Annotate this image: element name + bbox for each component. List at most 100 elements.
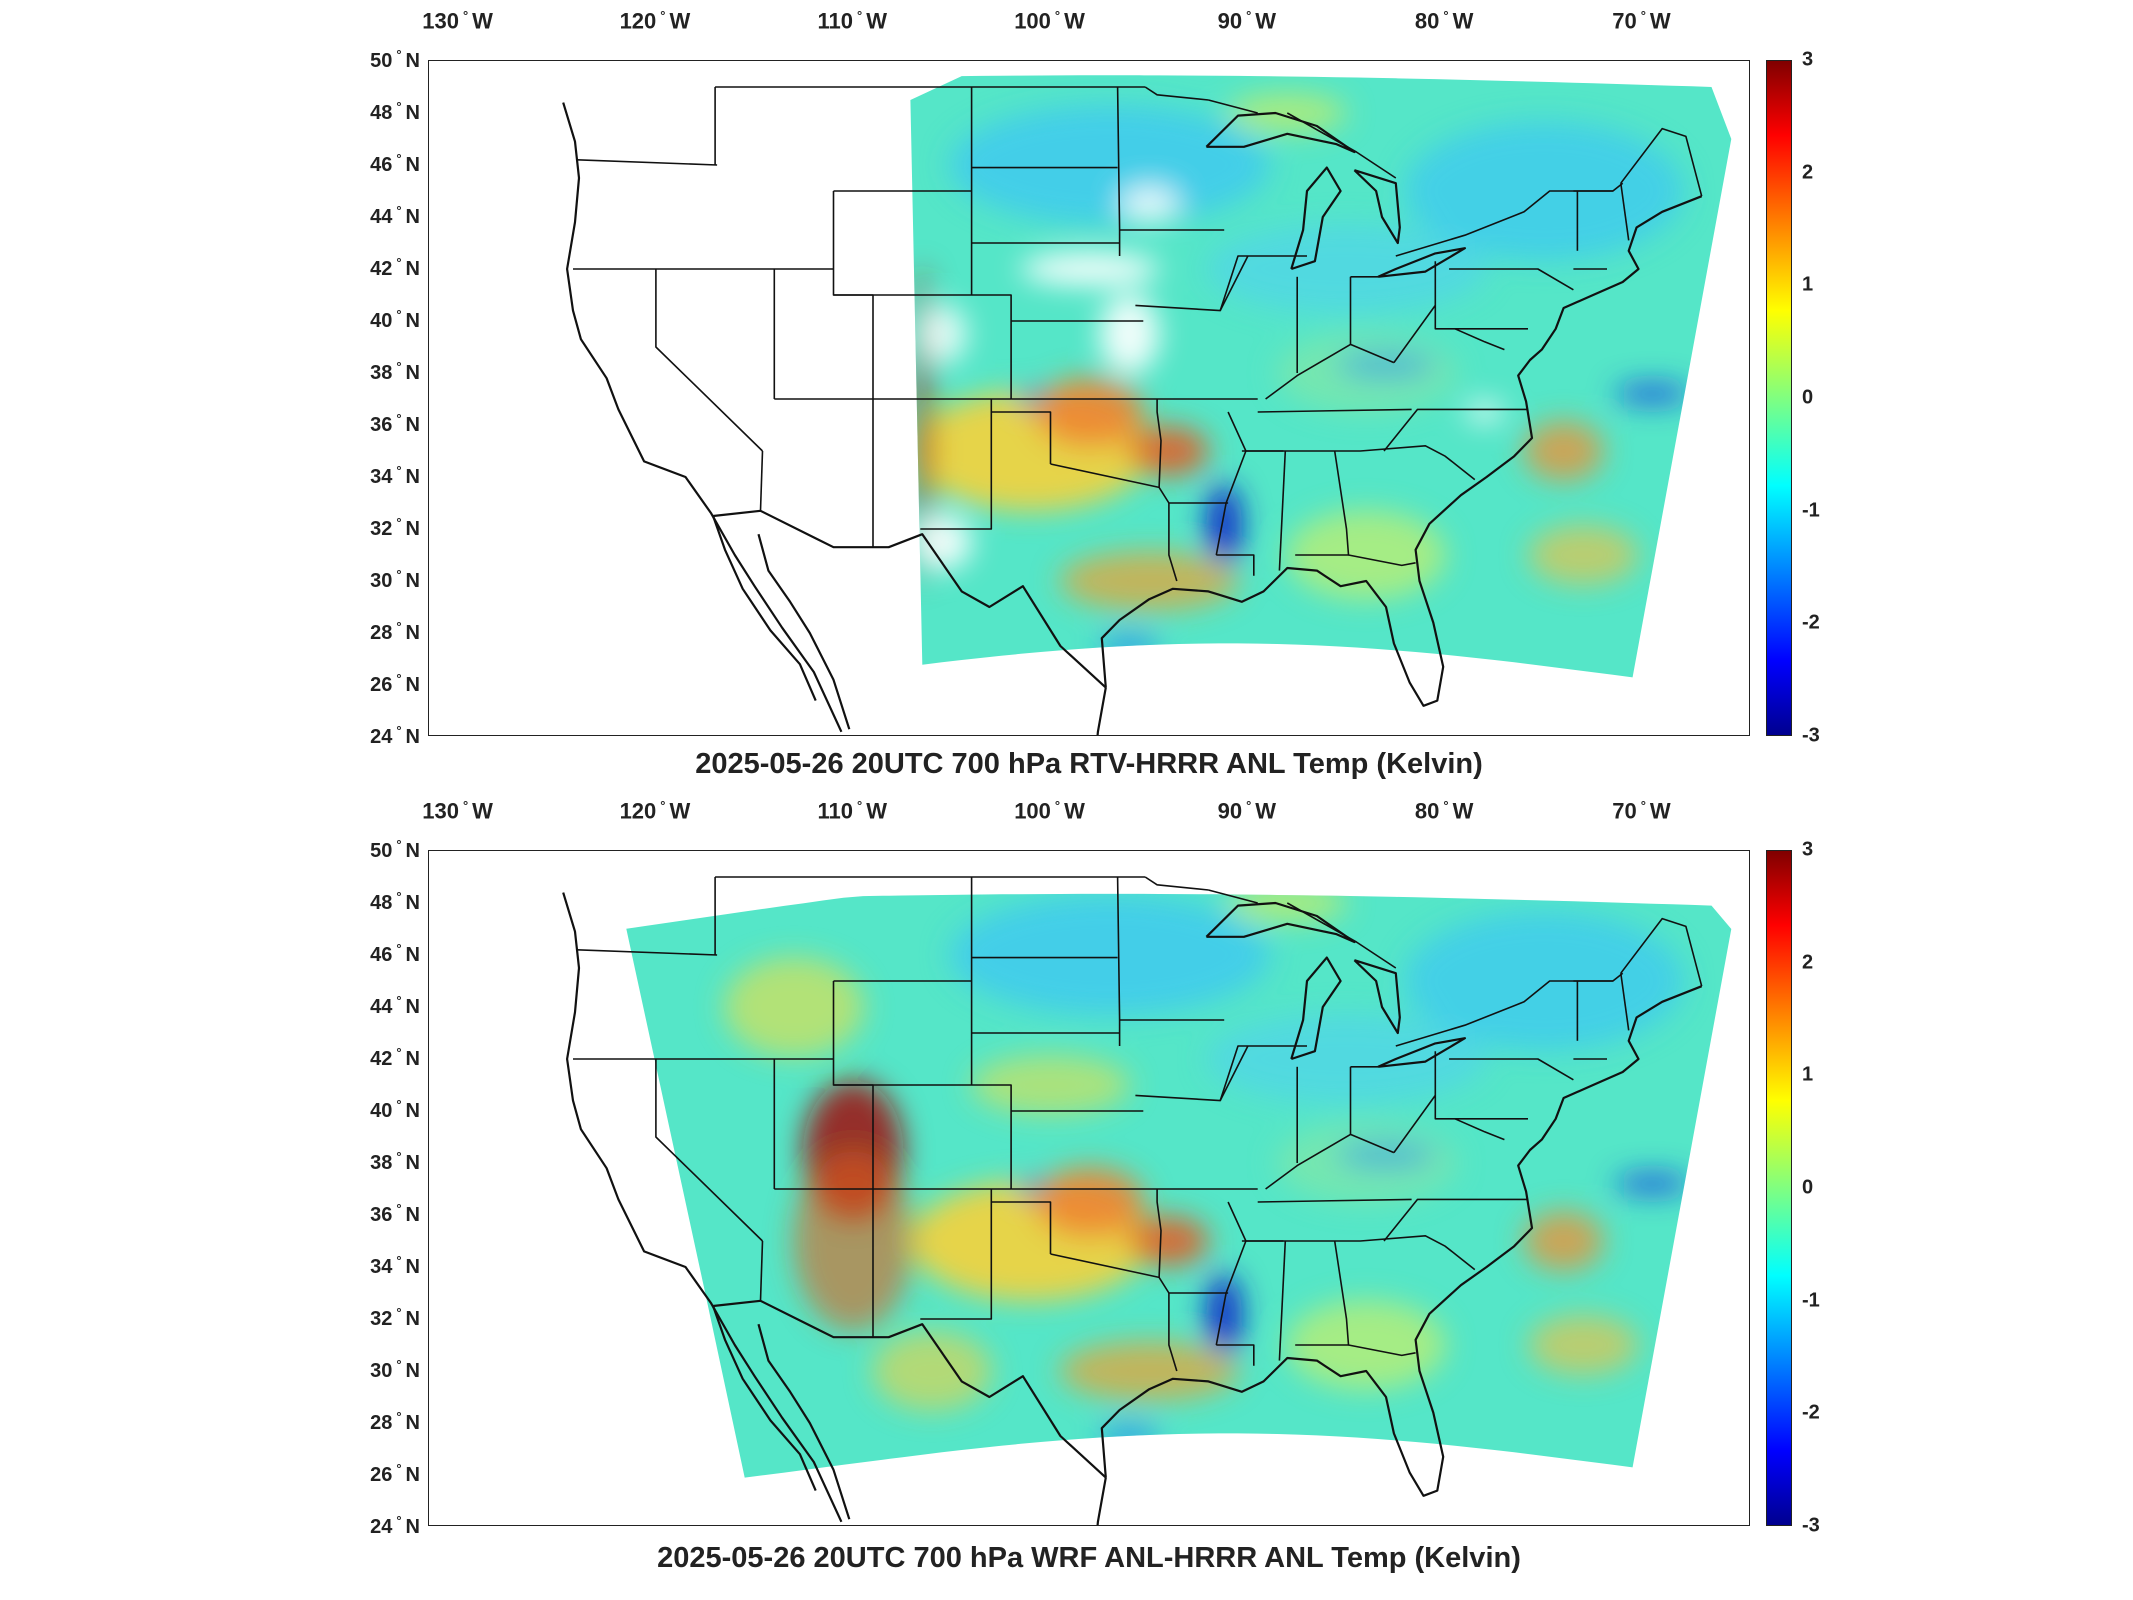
map-canvas: [562, 876, 1732, 1525]
colorbar-tick: 1: [1802, 273, 1814, 296]
map-canvas: [562, 75, 1732, 735]
latitude-tick: 42 ° N: [370, 1045, 420, 1070]
latitude-tick: 28 ° N: [370, 619, 420, 644]
longitude-tick: 100 ° W: [1014, 8, 1085, 34]
anomaly-blob: [1403, 911, 1684, 1051]
longitude-tick: 110 ° W: [817, 8, 887, 34]
longitude-tick: 130 ° W: [422, 798, 493, 824]
colorbar-tick: -2: [1802, 611, 1820, 634]
longitude-tick: 120 ° W: [619, 8, 691, 34]
colorbar-tick: 3: [1802, 48, 1814, 71]
latitude-tick: 24 ° N: [370, 723, 420, 748]
latitude-tick: 36 ° N: [370, 1201, 420, 1226]
anomaly-blob: [1128, 1216, 1209, 1266]
longitude-tick: 120 ° W: [619, 798, 691, 824]
anomaly-blob: [1614, 1173, 1691, 1194]
longitude-tick: 100 ° W: [1014, 798, 1085, 824]
longitude-tick: 90 ° W: [1217, 8, 1277, 34]
latitude-tick: 26 ° N: [370, 1461, 420, 1486]
latitude-tick: 50 ° N: [370, 837, 420, 862]
anomaly-blob: [1035, 377, 1145, 447]
anomaly-blob: [1206, 483, 1243, 564]
anomaly-blob: [1464, 402, 1505, 422]
latitude-tick: 30 ° N: [370, 567, 420, 592]
latitude-tick: 40 ° N: [370, 1097, 420, 1122]
colorbar-tick: 1: [1802, 1063, 1814, 1086]
anomaly-blob: [1523, 1211, 1604, 1271]
map-axes: [428, 60, 1750, 736]
latitude-tick: 40 ° N: [370, 307, 420, 332]
anomaly-blob: [1059, 1341, 1240, 1401]
anomaly-blob: [1020, 253, 1160, 285]
map-axes: [428, 850, 1750, 1526]
latitude-tick: 38 ° N: [370, 1149, 420, 1174]
anomaly-blob: [1059, 551, 1240, 611]
anomaly-blob: [1528, 1315, 1639, 1375]
latitude-tick: 32 ° N: [370, 1305, 420, 1330]
anomaly-blob: [1099, 1421, 1160, 1451]
latitude-tick: 48 ° N: [370, 99, 420, 124]
longitude-tick: 90 ° W: [1217, 798, 1277, 824]
anomaly-blob: [1035, 1167, 1145, 1237]
anomaly-blob: [912, 514, 973, 570]
latitude-tick: 44 ° N: [370, 993, 420, 1018]
latitude-tick: 46 ° N: [370, 941, 420, 966]
colorbar-tick: 2: [1802, 161, 1814, 184]
map-boundaries: [562, 876, 1703, 1525]
colorbar-tick: -1: [1802, 1289, 1820, 1312]
anomaly-blob: [1128, 426, 1209, 476]
anomaly-blob: [1206, 1014, 1487, 1104]
latitude-tick: 38 ° N: [370, 359, 420, 384]
colorbar: [1766, 60, 1792, 736]
longitude-tick: 130 ° W: [422, 8, 493, 34]
colorbar-tick: -1: [1802, 499, 1820, 522]
longitude-tick: 70 ° W: [1612, 798, 1671, 824]
longitude-tick: 70 ° W: [1612, 8, 1671, 34]
latitude-tick: 50 ° N: [370, 47, 420, 72]
colorbar-tick: 2: [1802, 951, 1814, 974]
latitude-tick: 34 ° N: [370, 463, 420, 488]
anomaly-blob: [1523, 421, 1604, 481]
anomaly-blob: [949, 895, 1270, 1015]
colorbar-tick: 0: [1802, 386, 1814, 409]
anomaly-blob: [724, 957, 865, 1057]
map-panel-bottom: 130 ° W 120 ° W 110 ° W 100 ° W 90 ° W 80 ° W 70 ° W 50 ° N 48 °…: [0, 790, 2133, 1590]
anomaly-blob: [1099, 294, 1160, 374]
anomaly-blob: [872, 1331, 993, 1411]
colorbar: [1766, 850, 1792, 1526]
latitude-tick: 44 ° N: [370, 203, 420, 228]
panel-title: 2025-05-26 20UTC 700 hPa RTV-HRRR ANL Te…: [695, 748, 1483, 780]
latitude-tick: 36 ° N: [370, 411, 420, 436]
longitude-tick: 80 ° W: [1414, 798, 1474, 824]
latitude-tick: 48 ° N: [370, 889, 420, 914]
latitude-tick: 24 ° N: [370, 1513, 420, 1538]
colorbar-tick: -2: [1802, 1401, 1820, 1424]
panel-title: 2025-05-26 20UTC 700 hPa WRF ANL-HRRR AN…: [657, 1542, 1521, 1574]
anomaly-blob: [1528, 525, 1639, 585]
latitude-tick: 28 ° N: [370, 1409, 420, 1434]
anomaly-blob: [917, 304, 968, 364]
anomaly-blob: [1335, 350, 1436, 381]
anomaly-blob: [793, 1151, 914, 1331]
anomaly-blob: [1206, 224, 1487, 314]
colorbar-tick: 3: [1802, 838, 1814, 861]
colorbar-tick: -3: [1802, 1514, 1820, 1537]
map-panel-top: 130 ° W 120 ° W 110 ° W 100 ° W 90 ° W 80 ° W 70 ° W 50 ° N 48 °…: [370, 8, 1820, 780]
latitude-tick: 26 ° N: [370, 671, 420, 696]
longitude-tick: 80 ° W: [1414, 8, 1474, 34]
colorbar-tick: -3: [1802, 724, 1820, 747]
longitude-tick: 110 ° W: [817, 798, 887, 824]
anomaly-blob: [1099, 631, 1160, 661]
latitude-tick: 46 ° N: [370, 151, 420, 176]
anomaly-blob: [1206, 1273, 1243, 1354]
anomaly-blob: [949, 105, 1270, 225]
latitude-tick: 32 ° N: [370, 515, 420, 540]
latitude-tick: 42 ° N: [370, 255, 420, 280]
latitude-tick: 30 ° N: [370, 1357, 420, 1382]
latitude-tick: 34 ° N: [370, 1253, 420, 1278]
map-boundaries: [562, 86, 1703, 735]
anomaly-blob: [1335, 1140, 1436, 1171]
anomaly-blob: [1119, 186, 1180, 222]
anomaly-blob: [1614, 383, 1691, 404]
anomaly-blob: [1403, 121, 1684, 261]
